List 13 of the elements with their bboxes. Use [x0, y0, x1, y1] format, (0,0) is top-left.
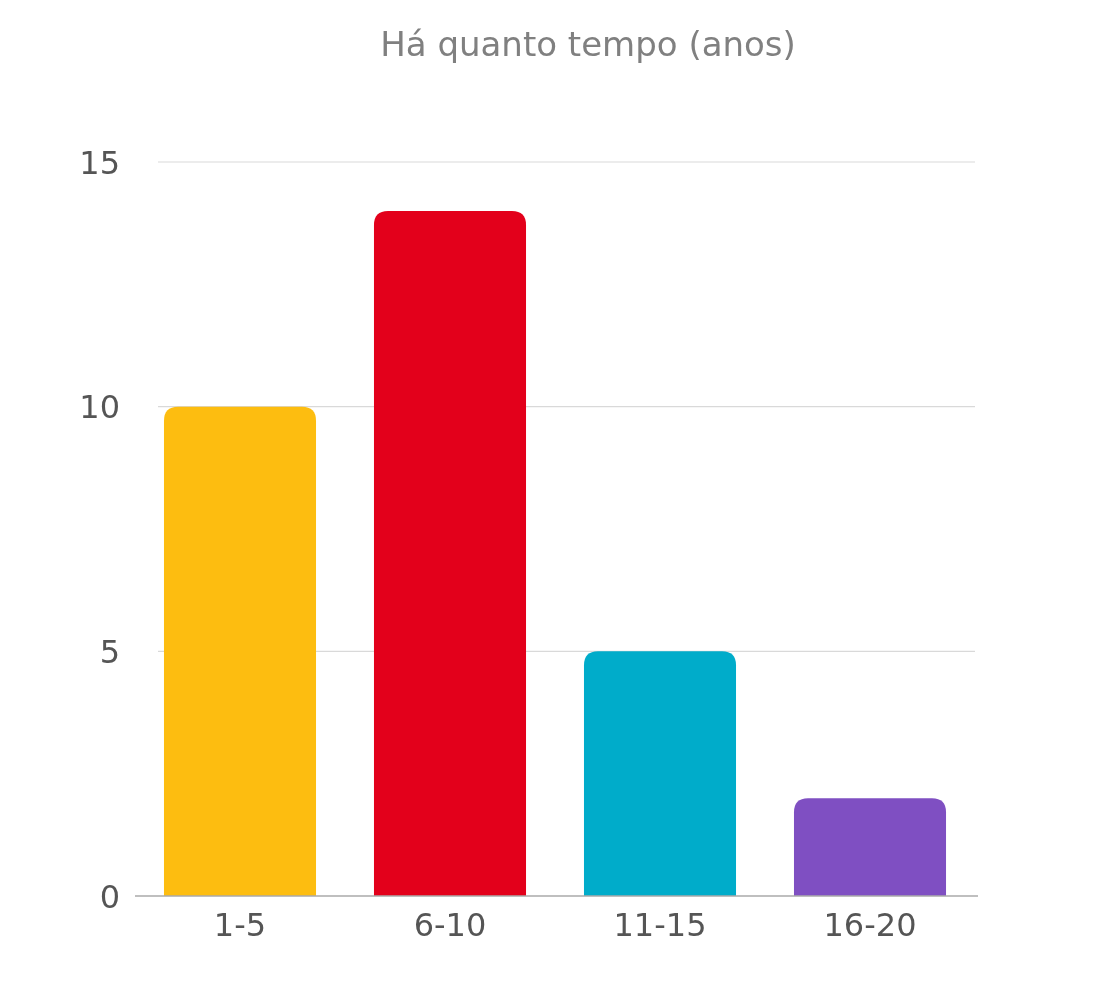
x-tick-label: 6-10	[413, 906, 487, 944]
y-tick-label: 0	[99, 877, 120, 916]
x-tick-label: 16-20	[823, 906, 917, 944]
bar	[163, 406, 317, 896]
y-tick-label: 10	[79, 388, 120, 427]
bar	[793, 798, 947, 896]
bar	[373, 210, 527, 896]
bar	[583, 651, 737, 896]
chart-title: Há quanto tempo (anos)	[380, 24, 796, 64]
y-tick-label: 15	[79, 143, 120, 182]
y-tick-label: 5	[99, 632, 120, 671]
x-tick-label: 11-15	[613, 906, 707, 944]
x-tick-label: 1-5	[213, 906, 267, 944]
